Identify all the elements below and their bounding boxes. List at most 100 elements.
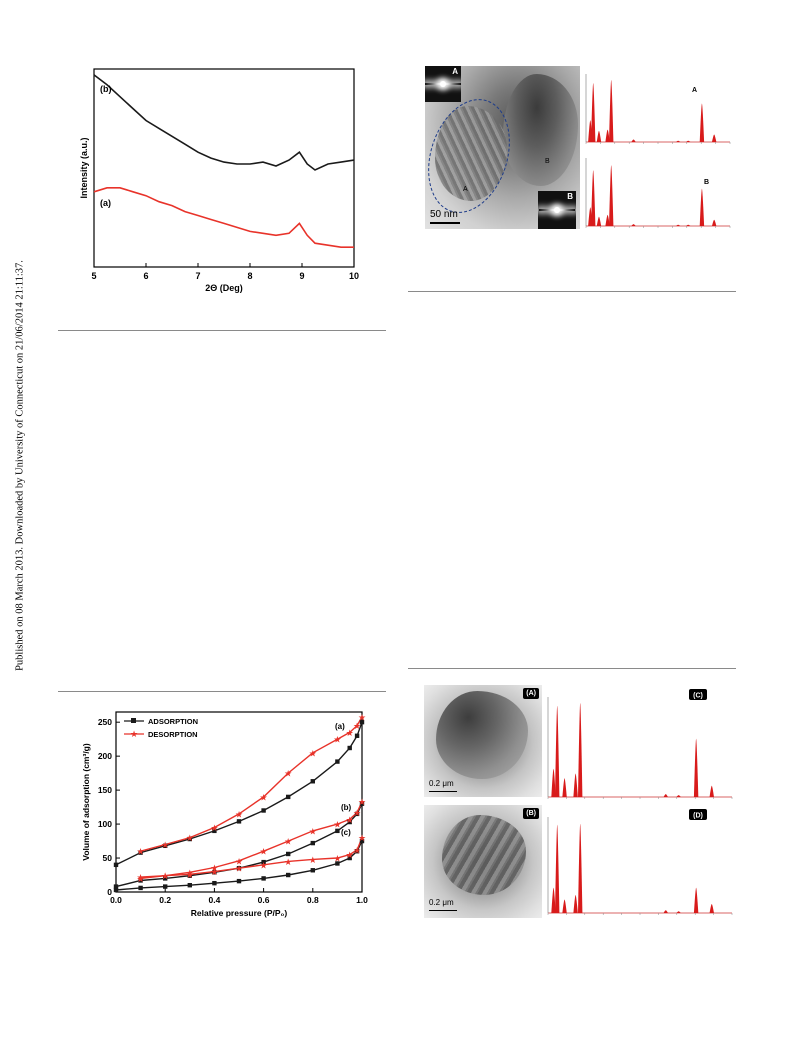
bet-desorption-point: ★ [284, 837, 292, 847]
bet-adsorption-point [286, 794, 291, 800]
bet-desorption-point: ★ [353, 808, 361, 818]
bet-adsorption-point [138, 885, 143, 891]
bet-legend-desorption: DESORPTION [148, 730, 198, 739]
bet-desorption-point: ★ [353, 721, 361, 731]
xrd-curve-a [93, 187, 354, 248]
edx-peak [596, 216, 602, 226]
edx-peak [562, 778, 567, 797]
bet-desorption-point: ★ [309, 855, 317, 865]
bet-y-tick-label: 0 [107, 887, 112, 897]
tem-scale-bar-b [429, 910, 457, 911]
bet-desorption-point: ★ [210, 867, 218, 877]
tem-figure-top: A B A B 50 nm A B [425, 66, 736, 229]
edx-peak [609, 80, 614, 142]
bet-adsorption-point [335, 861, 340, 866]
bet-adsorption-point [335, 759, 340, 764]
tem-region-label-a: A [463, 186, 468, 193]
bet-adsorption-point [212, 828, 217, 834]
svg-text:★: ★ [130, 729, 138, 739]
bet-desorption-point: ★ [186, 870, 194, 880]
bet-desorption-point: ★ [260, 847, 268, 857]
edx-peak [591, 170, 596, 226]
bet-desorption-point: ★ [284, 857, 292, 867]
edx-peak [686, 140, 691, 142]
bet-adsorption-point [335, 828, 340, 834]
xrd-x-tick-label: 10 [349, 271, 359, 281]
panel-label-d: (D) [693, 813, 703, 820]
edx-peak [605, 129, 610, 142]
edx-peak [551, 768, 556, 797]
edx-peak [573, 895, 578, 913]
bet-adsorption-point [261, 876, 266, 881]
bet-adsorption-point [359, 838, 365, 844]
bet-adsorption-point [163, 843, 168, 849]
bet-x-tick-label: 1.0 [356, 895, 368, 905]
bet-desorption-point: ★ [161, 840, 169, 850]
bet-desorption-point: ★ [137, 874, 145, 884]
panel-label-c: (C) [693, 693, 703, 700]
bet-desorption-point: ★ [161, 871, 169, 881]
bet-y-tick-label: 200 [98, 751, 112, 761]
xrd-curve-label-b: (b) [100, 84, 112, 94]
bet-desorption-point: ★ [333, 854, 341, 864]
tem-figure-bottom: (A) 0.2 μm (B) 0.2 μm (C) (D) [424, 685, 736, 918]
edx-peak [676, 795, 681, 797]
bet-adsorption-point [354, 811, 360, 817]
xrd-x-tick-label: 8 [247, 271, 252, 281]
bet-x-tick-label: 0.2 [159, 895, 171, 905]
bet-desorption-point: ★ [260, 792, 268, 802]
edx-peak [711, 219, 717, 226]
edx-spectra-top: A B [585, 74, 731, 228]
bet-adsorption-point [212, 880, 217, 886]
bet-adsorption-line-a [115, 721, 363, 866]
xrd-x-tick-label: 5 [91, 271, 96, 281]
edx-peak [693, 887, 699, 913]
bet-series-label-c: (c) [341, 828, 351, 837]
bet-desorption-point: ★ [333, 820, 341, 830]
bet-adsorption-point [354, 849, 360, 854]
bet-adsorption-point [236, 819, 242, 824]
bet-desorption-point: ★ [346, 815, 354, 825]
bet-adsorption-point [113, 887, 119, 893]
xrd-plot-frame [93, 68, 355, 268]
bet-x-tick-label: 0.6 [258, 895, 270, 905]
tem-scale-label-b: 0.2 μm [429, 898, 454, 907]
xrd-x-tick-label: 6 [143, 271, 148, 281]
edx-peak [663, 910, 668, 913]
edx-peak [709, 904, 714, 913]
bet-desorption-line-a [140, 716, 363, 852]
bet-desorption-point: ★ [309, 748, 317, 758]
bet-adsorption-point [187, 883, 192, 888]
bet-adsorption-point [163, 884, 168, 889]
bet-legend: ADSORPTION ★ DESORPTION [124, 717, 198, 739]
edx-peak [693, 738, 699, 797]
edx-peak [675, 224, 681, 226]
edx-peak [591, 83, 596, 142]
bet-adsorption-point [359, 801, 365, 806]
bet-adsorption-point [310, 868, 315, 873]
bet-adsorption-point [347, 855, 352, 861]
tem-micrograph-top: A B A B 50 nm [425, 66, 580, 229]
bet-adsorption-point [236, 878, 242, 884]
bet-desorption-point: ★ [210, 823, 218, 833]
bet-desorption-line-b [140, 801, 363, 880]
bet-desorption-point: ★ [346, 728, 354, 738]
bet-y-tick-label: 100 [98, 819, 112, 829]
xrd-curve-label-a: (a) [100, 198, 111, 208]
bet-desorption-point: ★ [235, 864, 243, 874]
column-rule-left-1 [58, 330, 386, 331]
tem-micrograph-bottom-b: (B) 0.2 μm [424, 805, 542, 918]
bet-adsorption-point [286, 851, 291, 857]
edx-peak [675, 140, 681, 142]
bet-x-tick-label: 0.0 [110, 895, 122, 905]
column-rule-left-2 [58, 691, 386, 692]
edx-peak [555, 824, 560, 913]
bet-x-tick-label: 0.8 [307, 895, 319, 905]
bet-adsorption-point [286, 872, 291, 878]
bet-y-tick-label: 150 [98, 785, 112, 795]
edx-peak [699, 188, 705, 226]
bet-desorption-point: ★ [186, 868, 194, 878]
edx-peak [596, 130, 602, 142]
edx-peak [631, 224, 636, 226]
bet-desorption-point: ★ [137, 873, 145, 883]
